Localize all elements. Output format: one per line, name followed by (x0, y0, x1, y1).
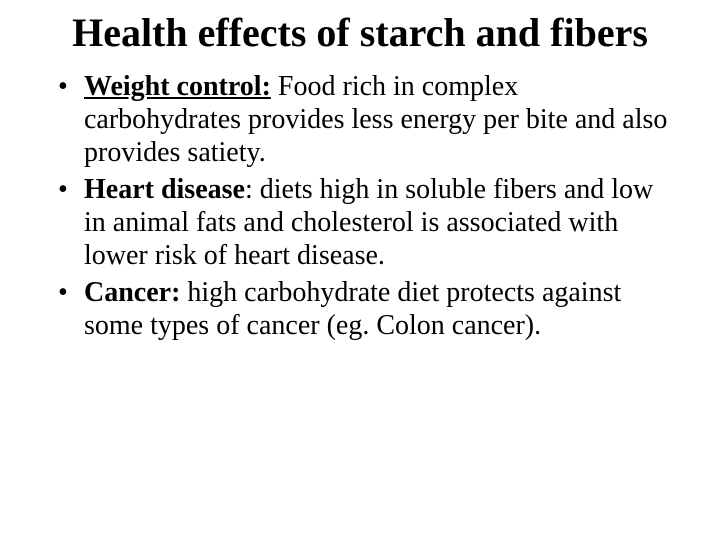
slide-title: Health effects of starch and fibers (50, 10, 670, 56)
list-item: Heart disease: diets high in soluble fib… (50, 173, 670, 272)
list-item: Cancer: high carbohydrate diet protects … (50, 276, 670, 342)
bullet-label: Cancer: (84, 277, 180, 308)
bullet-label: Weight control: (84, 71, 271, 102)
slide: Health effects of starch and fibers Weig… (0, 0, 720, 540)
bullet-list: Weight control: Food rich in complex car… (50, 70, 670, 342)
list-item: Weight control: Food rich in complex car… (50, 70, 670, 169)
bullet-label: Heart disease (84, 174, 245, 205)
